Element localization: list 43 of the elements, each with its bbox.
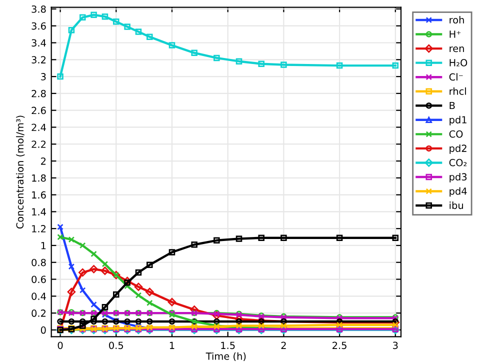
y-tick-label: 0.4: [32, 292, 46, 300]
legend-label: CO₂: [449, 158, 467, 166]
y-tick-label: 0.6: [32, 276, 46, 284]
y-tick-label: 2.2: [32, 140, 46, 148]
legend-label: pd2: [450, 144, 466, 154]
x-tick-label: 0.5: [109, 342, 124, 350]
x-tick-label: 1: [170, 342, 174, 349]
y-tick-label: 0: [40, 326, 46, 334]
y-tick-label: 2.8: [32, 90, 46, 98]
legend-label: roh: [450, 16, 464, 24]
x-tick-label: 2: [281, 342, 286, 349]
y-tick-label: 3: [41, 73, 46, 80]
x-tick-label: 3: [393, 342, 398, 350]
x-tick-label: 2.5: [332, 342, 346, 350]
y-tick-label: 3.8: [32, 5, 46, 13]
y-tick-label: 2: [41, 157, 46, 165]
x-tick-label: 1.5: [221, 342, 235, 350]
legend-label: H⁺: [450, 30, 461, 38]
x-axis-title: Time (h): [206, 352, 246, 362]
y-axis-title: Concentration (mol/m³): [16, 116, 25, 229]
y-tick-label: 1.6: [32, 191, 46, 199]
y-tick-label: 1.8: [32, 174, 46, 182]
y-tick-label: 3.2: [32, 56, 46, 64]
legend-label: H₂O: [450, 59, 468, 66]
legend-label: rhcl: [450, 87, 466, 95]
y-tick-label: 1.2: [32, 225, 46, 232]
y-tick-label: 2.4: [32, 124, 46, 131]
y-tick-label: 1: [41, 242, 46, 250]
y-tick-label: 0.8: [32, 258, 46, 266]
legend-label: pd1: [450, 116, 466, 126]
y-tick-label: 0.2: [32, 310, 46, 317]
y-tick-label: 2.6: [32, 106, 46, 114]
legend-label: CO: [449, 130, 463, 138]
legend-label: B: [450, 102, 455, 110]
legend-label: pd4: [450, 187, 467, 197]
y-tick-label: 3.4: [32, 39, 46, 47]
legend-label: ren: [450, 46, 464, 52]
x-tick-label: 0: [58, 342, 63, 350]
legend-label: ibu: [450, 202, 463, 210]
y-tick-label: 1.4: [32, 208, 46, 216]
legend-label: Cl⁻: [449, 73, 463, 81]
legend-label: pd3: [450, 173, 467, 182]
y-tick-label: 3.6: [32, 22, 46, 30]
